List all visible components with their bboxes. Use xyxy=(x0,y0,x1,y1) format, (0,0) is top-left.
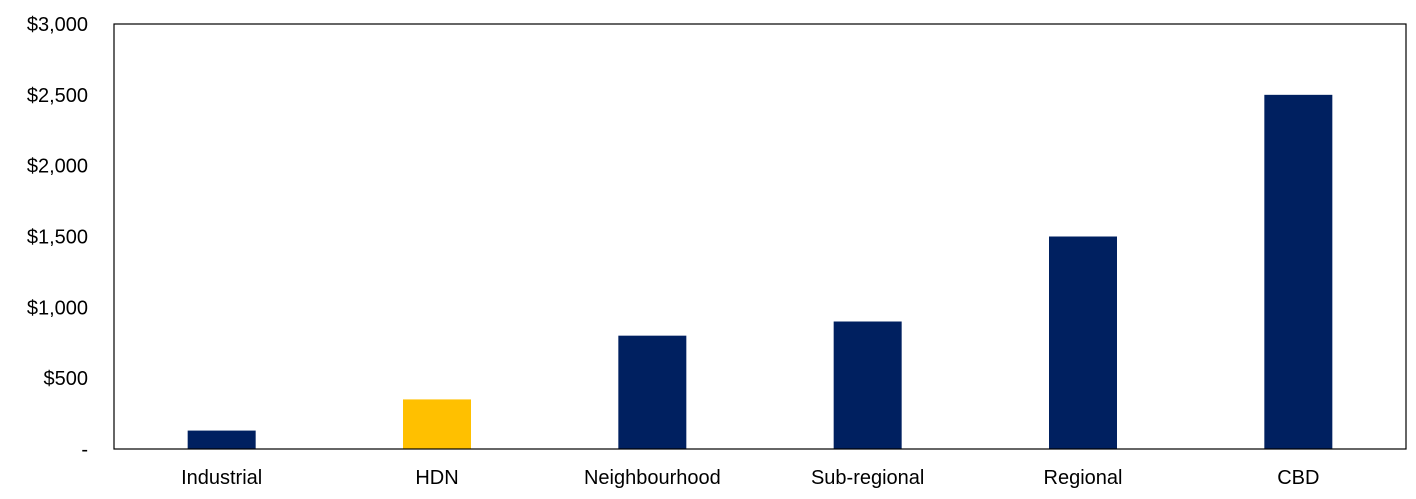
bar-sub-regional xyxy=(833,321,902,449)
bars-layer xyxy=(187,94,1333,449)
y-tick-label: $1,500 xyxy=(27,227,88,249)
x-category-label: Regional xyxy=(1044,467,1123,489)
y-tick-label: $3,000 xyxy=(27,14,88,36)
bar-regional xyxy=(1049,236,1117,449)
y-axis-ticks: - $500 $1,000 $1,500 $2,000 $2,500 $3,000 xyxy=(27,14,88,461)
bar-neighbourhood xyxy=(618,335,687,449)
x-category-label: Neighbourhood xyxy=(584,467,721,489)
bar-cbd xyxy=(1264,94,1333,449)
x-axis-labels: Industrial HDN Neighbourhood Sub-regional Re… xyxy=(181,467,1319,489)
plot-area-frame xyxy=(113,23,1407,450)
x-category-label: Industrial xyxy=(181,467,262,489)
y-tick-label: $1,000 xyxy=(27,297,88,319)
x-category-label: Sub-regional xyxy=(811,467,924,489)
bar-hdn xyxy=(403,399,471,449)
x-category-label: HDN xyxy=(415,467,458,489)
bar-industrial xyxy=(187,430,256,449)
y-tick-label: $2,500 xyxy=(27,85,88,107)
y-tick-label: $500 xyxy=(44,368,89,390)
y-tick-label: $2,000 xyxy=(27,156,88,178)
x-category-label: CBD xyxy=(1277,467,1319,489)
y-tick-label: - xyxy=(81,439,88,461)
